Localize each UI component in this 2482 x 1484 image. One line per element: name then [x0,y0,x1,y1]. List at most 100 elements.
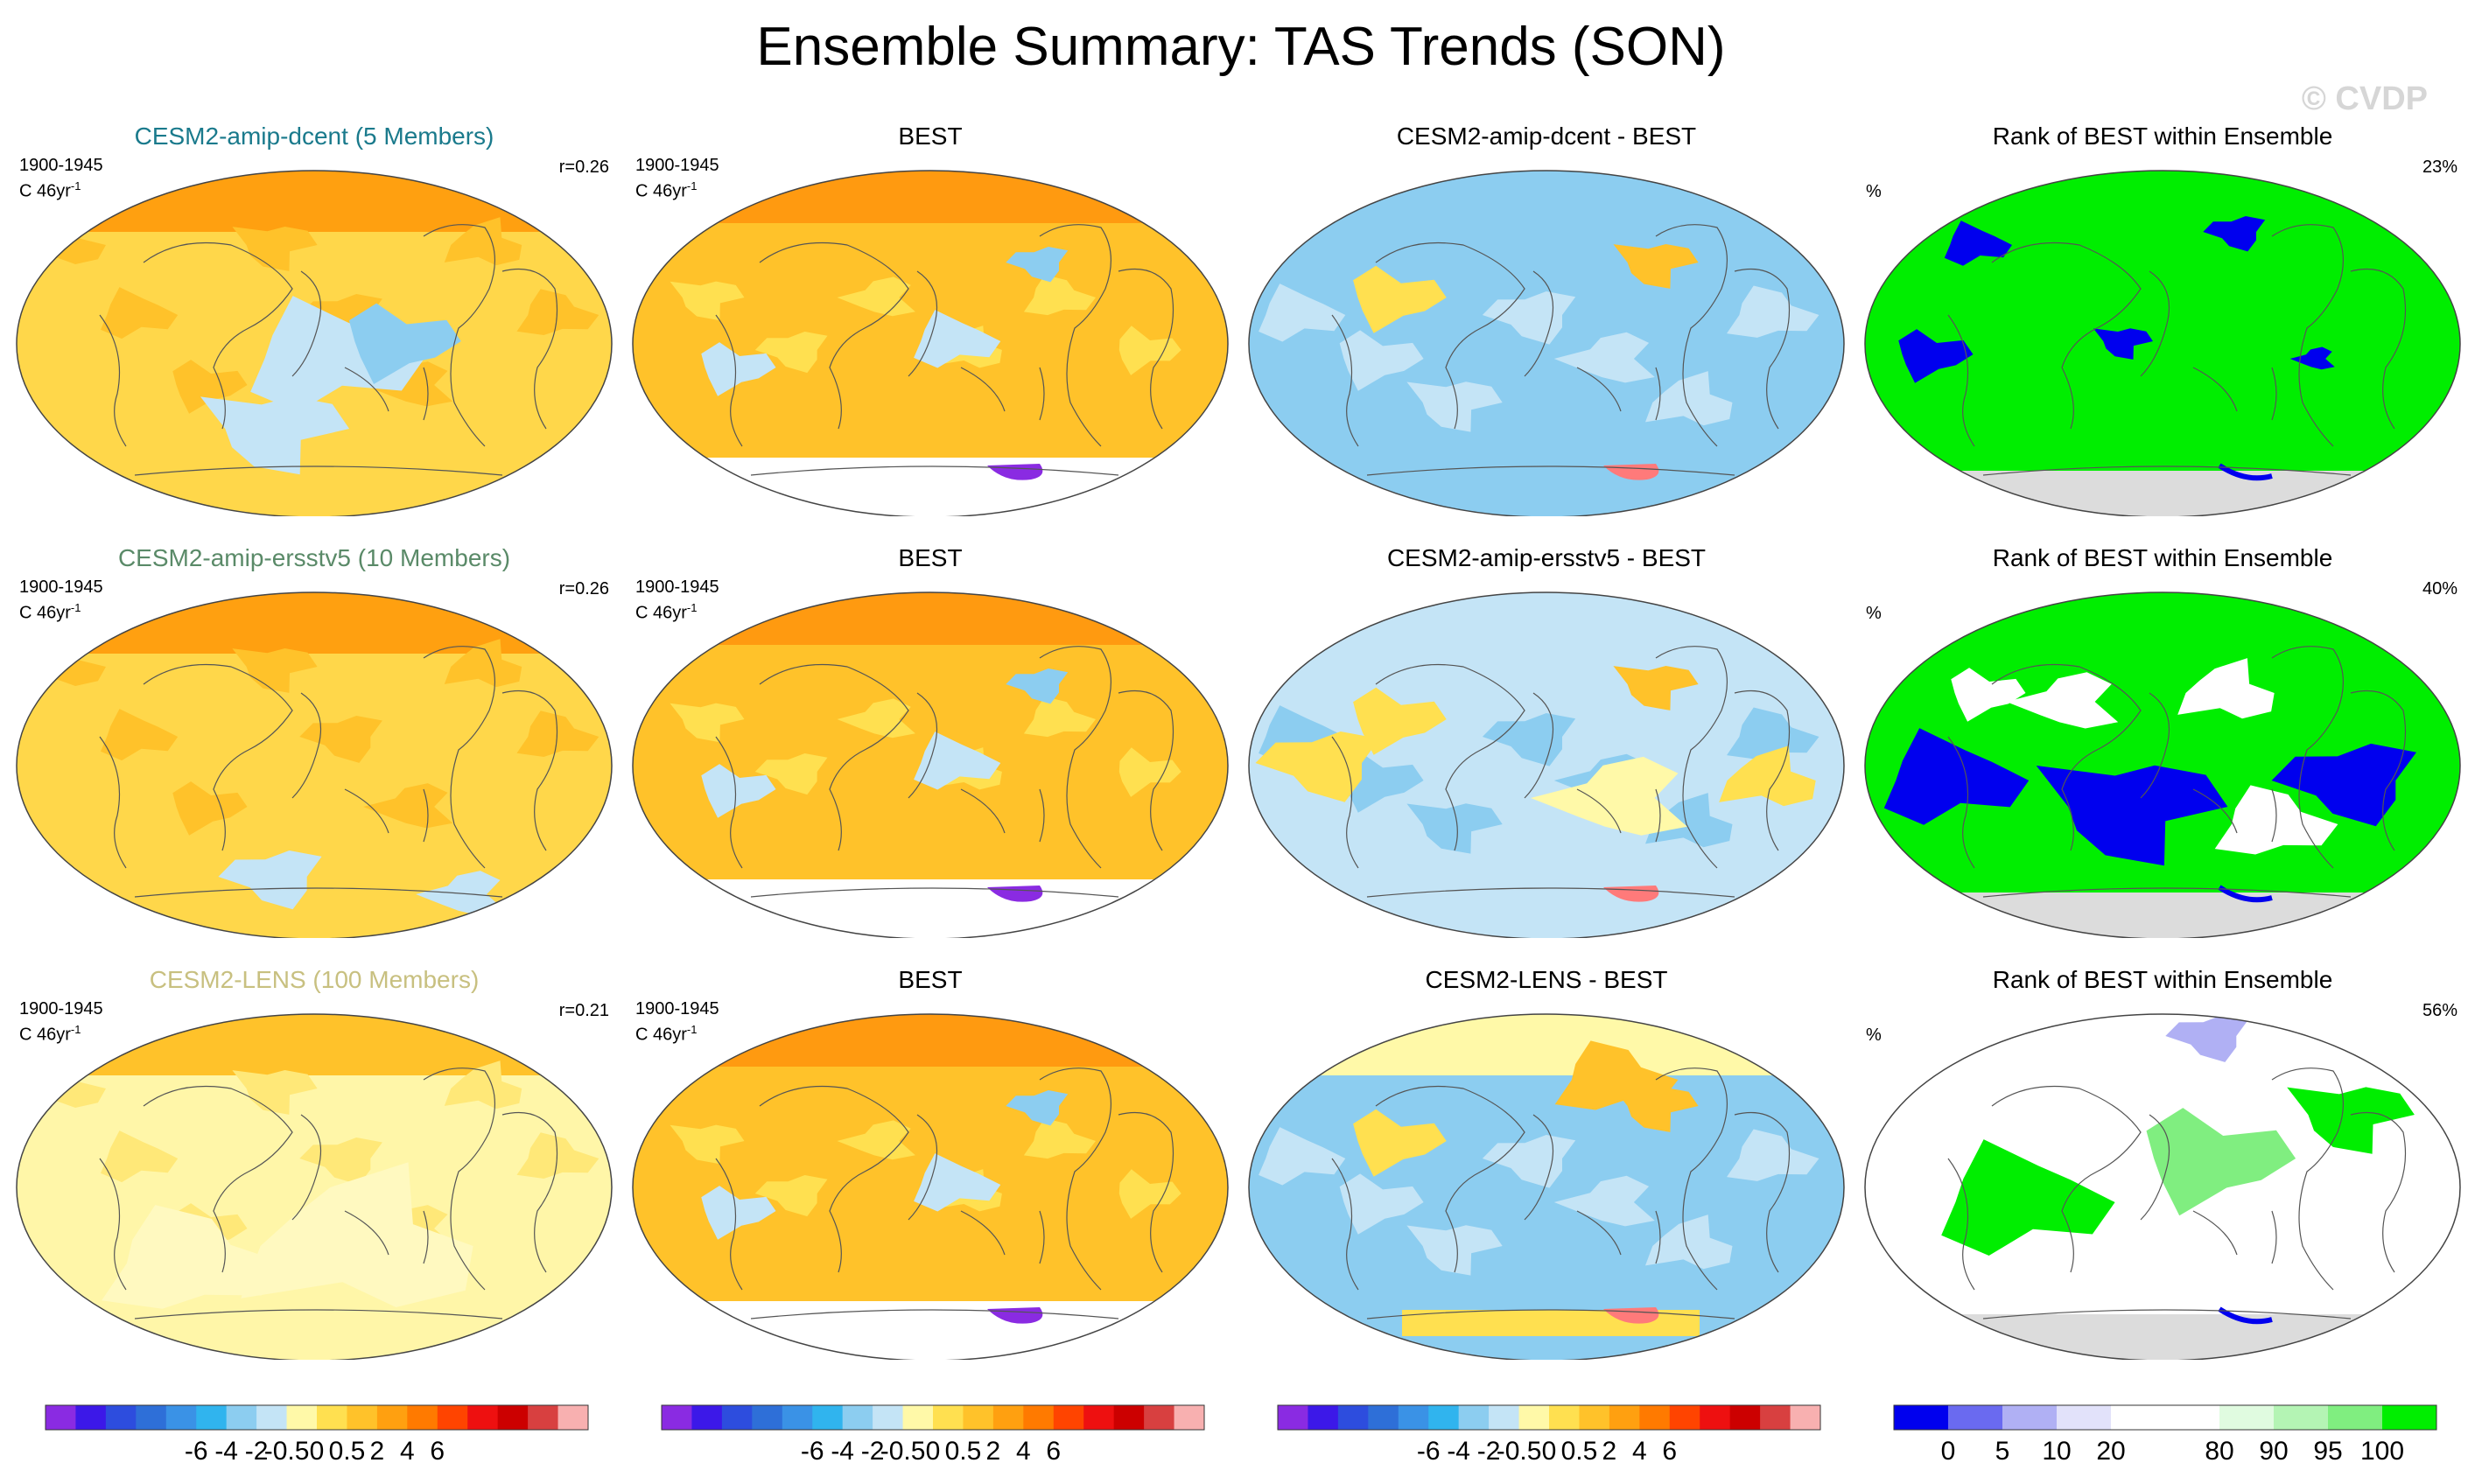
colorbar-label: 6 [1046,1437,1061,1466]
colorbar-swatch [2057,1405,2112,1430]
colorbar-swatch [2002,1405,2058,1430]
colorbar-swatch [1609,1405,1640,1430]
colorbar-frame [45,1404,589,1431]
panel-title: CESM2-LENS - BEST [1425,966,1668,993]
colorbar-swatch [1489,1405,1520,1430]
map-canvas [16,1013,613,1360]
colorbar-swatch [662,1405,692,1430]
units-exponent: -1 [686,179,698,192]
colorbar-swatch [1579,1405,1610,1430]
colorbar-label: 0.5 [945,1437,982,1466]
colorbar-swatch [1113,1405,1145,1430]
map-panel-model: CESM2-LENS (100 Members) 1900-1945 C 46yr-… [12,966,616,1360]
colorbar-swatch [1053,1405,1084,1430]
colorbar-swatch [873,1405,904,1430]
percent-symbol: % [1866,604,1882,623]
rank-percent-value: 23% [2422,158,2457,177]
map-panel-model: CESM2-amip-dcent (5 Members) 1900-1945 C 4… [12,122,616,516]
colorbar-label: 20 [2096,1437,2125,1466]
colorbar-label: 4 [1016,1437,1031,1466]
colorbar-label: 80 [2205,1437,2233,1466]
colorbar-swatch [752,1405,783,1430]
map-canvas [1248,1013,1845,1360]
pattern-correlation: r=0.26 [558,579,609,598]
units-label: C 46yr-1 [19,1019,103,1046]
units-text: C 46yr [635,603,687,623]
colorbar-label: -6 [801,1437,824,1466]
panel-title: CESM2-amip-ersstv5 - BEST [1386,544,1707,571]
period-units-label: 1900-1945 C 46yr-1 [19,156,103,202]
units-exponent: -1 [686,1023,698,1036]
colorbar-label: -0.5 [880,1437,926,1466]
colorbar-label: 5 [1995,1437,2010,1466]
colorbar-swatch [2111,1405,2166,1430]
map-canvas [1864,592,2461,938]
colorbar-swatch [2165,1405,2220,1430]
colorbar-swatch [1368,1405,1399,1430]
colorbar-swatch [812,1405,844,1430]
map-panel-obs: BEST 1900-1945 C 46yr-1 [628,544,1232,938]
colorbar-swatch [1428,1405,1460,1430]
page-title: Ensemble Summary: TAS Trends (SON) [756,17,1726,77]
colorbar-label: -4 [214,1437,238,1466]
period-label: 1900-1945 [635,578,719,597]
colorbar-swatch [782,1405,813,1430]
map-panel-obs: BEST 1900-1945 C 46yr-1 [628,966,1232,1360]
map-canvas [1864,170,2461,516]
period-units-label: 1900-1945 C 46yr-1 [19,999,103,1046]
colorbar-label: 90 [2259,1437,2288,1466]
colorbar-swatch [2328,1405,2383,1430]
colorbar-swatch [1549,1405,1580,1430]
colorbar-swatch [557,1405,589,1430]
units-label: C 46yr-1 [635,598,719,624]
colorbar-trend: -6 -4 -2-0.5 0 0.5 2 4 6 [45,1404,589,1466]
colorbar-swatch [992,1405,1024,1430]
units-label: C 46yr-1 [19,598,103,624]
colorbar-label: -2 [861,1437,885,1466]
colorbar-swatch [467,1405,499,1430]
colorbar-label: 2 [986,1437,1001,1466]
colorbar-swatch [256,1405,288,1430]
map-panel-rank: Rank of BEST within Ensemble% 56% [1861,966,2464,1360]
colorbar-label: 0 [1941,1437,1956,1466]
colorbar-swatch [2274,1405,2329,1430]
colorbar-swatch [46,1405,76,1430]
rank-percent-value: 40% [2422,579,2457,598]
units-text: C 46yr [19,603,71,623]
colorbar-label: -2 [245,1437,269,1466]
period-units-label: 1900-1945 C 46yr-1 [635,156,719,202]
colorbar-swatch [902,1405,934,1430]
units-label: C 46yr-1 [19,176,103,202]
colorbar-swatch [933,1405,964,1430]
pattern-correlation: r=0.26 [558,158,609,177]
colorbar-swatch [196,1405,228,1430]
colorbar-swatch [963,1405,994,1430]
colorbar-label: 0.5 [1561,1437,1598,1466]
period-units-label: 1900-1945 C 46yr-1 [635,578,719,624]
map-canvas [632,1013,1229,1360]
colorbar-frame [1277,1404,1821,1431]
units-exponent: -1 [70,179,81,192]
units-label: C 46yr-1 [635,176,719,202]
panel-title: CESM2-LENS (100 Members) [149,966,480,993]
map-canvas [1864,1013,2461,1360]
period-label: 1900-1945 [19,578,103,597]
map-canvas [1248,592,1845,938]
colorbar-swatch [1337,1405,1369,1430]
map-canvas [632,170,1229,516]
map-canvas [1248,170,1845,516]
panel-title: Rank of BEST within Ensemble [1992,966,2333,993]
colorbar-frame [1893,1404,2437,1431]
colorbar-swatch [1700,1405,1731,1430]
units-exponent: -1 [686,601,698,614]
panel-title: CESM2-amip-dcent (5 Members) [134,122,494,150]
colorbar-label: 4 [1632,1437,1647,1466]
colorbar-swatch [528,1405,559,1430]
map-canvas [16,592,613,938]
units-exponent: -1 [70,1023,81,1036]
colorbar-label: -6 [185,1437,208,1466]
colorbar-swatch [226,1405,257,1430]
colorbar-label: 100 [2360,1437,2404,1466]
colorbar-swatch [1760,1405,1791,1430]
colorbar-swatch [842,1405,873,1430]
